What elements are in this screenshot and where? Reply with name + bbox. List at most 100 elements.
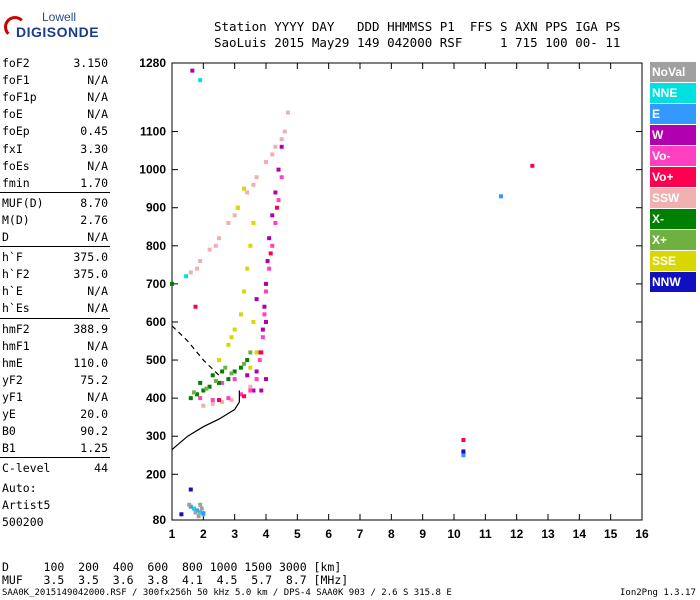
param-row: fmin 1.70 — [2, 176, 108, 193]
param-value: 20.0 — [80, 407, 108, 421]
data-point — [262, 312, 267, 317]
data-point — [210, 401, 215, 406]
data-point — [285, 110, 290, 115]
data-point — [245, 266, 250, 271]
param-name: yE — [2, 407, 16, 421]
param-name: foEp — [2, 124, 30, 139]
data-point — [242, 289, 247, 294]
auto-label: Auto: — [2, 481, 37, 495]
x-tick-label: 3 — [231, 527, 238, 541]
legend-item: SSW — [650, 188, 696, 208]
data-point — [279, 175, 284, 180]
data-point — [195, 266, 200, 271]
data-point — [259, 350, 264, 355]
data-point — [260, 335, 265, 340]
param-row: D N/A — [2, 230, 108, 247]
data-point — [229, 335, 234, 340]
x-tick-label: 4 — [263, 527, 270, 541]
data-point — [188, 487, 193, 492]
param-value: 3.30 — [80, 141, 108, 156]
data-point — [273, 144, 278, 149]
x-tick-label: 8 — [388, 527, 395, 541]
data-point — [187, 502, 192, 507]
data-point — [254, 297, 259, 302]
legend-item: W — [650, 125, 696, 145]
data-point — [232, 377, 237, 382]
x-tick-label: 11 — [479, 527, 492, 541]
data-point — [245, 373, 250, 378]
data-point — [254, 377, 259, 382]
data-point — [251, 388, 256, 393]
param-value: 90.2 — [80, 424, 108, 439]
data-point — [268, 251, 273, 256]
data-point — [242, 361, 247, 366]
auto-artist: Artist5 — [2, 498, 51, 512]
legend-item: X- — [650, 209, 696, 229]
data-point — [191, 390, 196, 395]
data-point — [270, 213, 275, 218]
param-row: yF1 N/A — [2, 390, 108, 407]
footer-file-info: SAA0K_2015149042000.RSF / 300fx256h 50 k… — [2, 588, 452, 598]
param-name: yF1 — [2, 389, 23, 404]
data-point — [259, 388, 264, 393]
param-name: B0 — [2, 424, 16, 439]
x-tick-label: 16 — [635, 527, 649, 541]
y-tick-label: 200 — [146, 467, 166, 481]
param-name: M(D) — [2, 212, 30, 227]
data-point — [196, 514, 201, 519]
param-value: 3.150 — [73, 56, 108, 70]
data-point — [274, 205, 279, 210]
param-row: fxI 3.30 — [2, 142, 108, 159]
data-point — [238, 392, 243, 397]
logo-arc-icon — [4, 16, 26, 38]
data-point — [195, 392, 200, 397]
data-point — [198, 396, 203, 401]
data-point — [273, 190, 278, 195]
param-value: 2.76 — [80, 212, 108, 227]
param-name: C-level — [2, 461, 51, 476]
data-point — [232, 213, 237, 218]
data-point — [235, 205, 240, 210]
header-line-1: Station YYYY DAY DDD HHMMSS P1 FFS S AXN… — [214, 19, 621, 34]
param-row: hmE 110.0 — [2, 356, 108, 373]
param-name: h`Es — [2, 301, 30, 316]
data-point — [245, 190, 250, 195]
data-point — [207, 247, 212, 252]
data-point — [188, 270, 193, 275]
profile-line — [171, 390, 240, 451]
data-point — [461, 449, 466, 454]
header-line-2: SaoLuis 2015 May29 149 042000 RSF 1 715 … — [214, 35, 621, 50]
x-tick-label: 10 — [447, 527, 461, 541]
param-row: foF2 3.150 — [2, 56, 108, 73]
data-point — [282, 129, 287, 134]
param-name: foF1 — [2, 73, 30, 88]
param-row: MUF(D) 8.70 — [2, 196, 108, 213]
data-point — [262, 304, 267, 309]
data-point — [264, 160, 268, 165]
param-name: hmF2 — [2, 321, 30, 336]
data-point — [217, 358, 221, 363]
param-value: 1.70 — [80, 175, 108, 190]
x-tick-label: 7 — [357, 527, 364, 541]
data-point — [248, 388, 253, 393]
param-separator — [0, 317, 110, 319]
param-value: 0.45 — [80, 124, 108, 139]
param-separator — [0, 457, 110, 459]
data-point — [279, 137, 284, 142]
legend-item: NNW — [650, 272, 696, 292]
data-point — [184, 274, 189, 279]
data-point — [204, 386, 209, 391]
data-point — [267, 236, 272, 241]
y-tick-label: 80 — [153, 513, 167, 527]
data-point — [238, 365, 243, 370]
param-value: N/A — [87, 389, 108, 404]
param-name: foF1p — [2, 90, 37, 105]
param-row: h`F2 375.0 — [2, 267, 108, 284]
data-point — [198, 510, 203, 515]
param-value: 1.25 — [80, 441, 108, 456]
param-row: B0 90.2 — [2, 424, 108, 441]
data-point — [276, 198, 281, 203]
param-value: N/A — [87, 301, 108, 316]
param-row: foF1p N/A — [2, 90, 108, 107]
x-tick-label: 9 — [419, 527, 426, 541]
